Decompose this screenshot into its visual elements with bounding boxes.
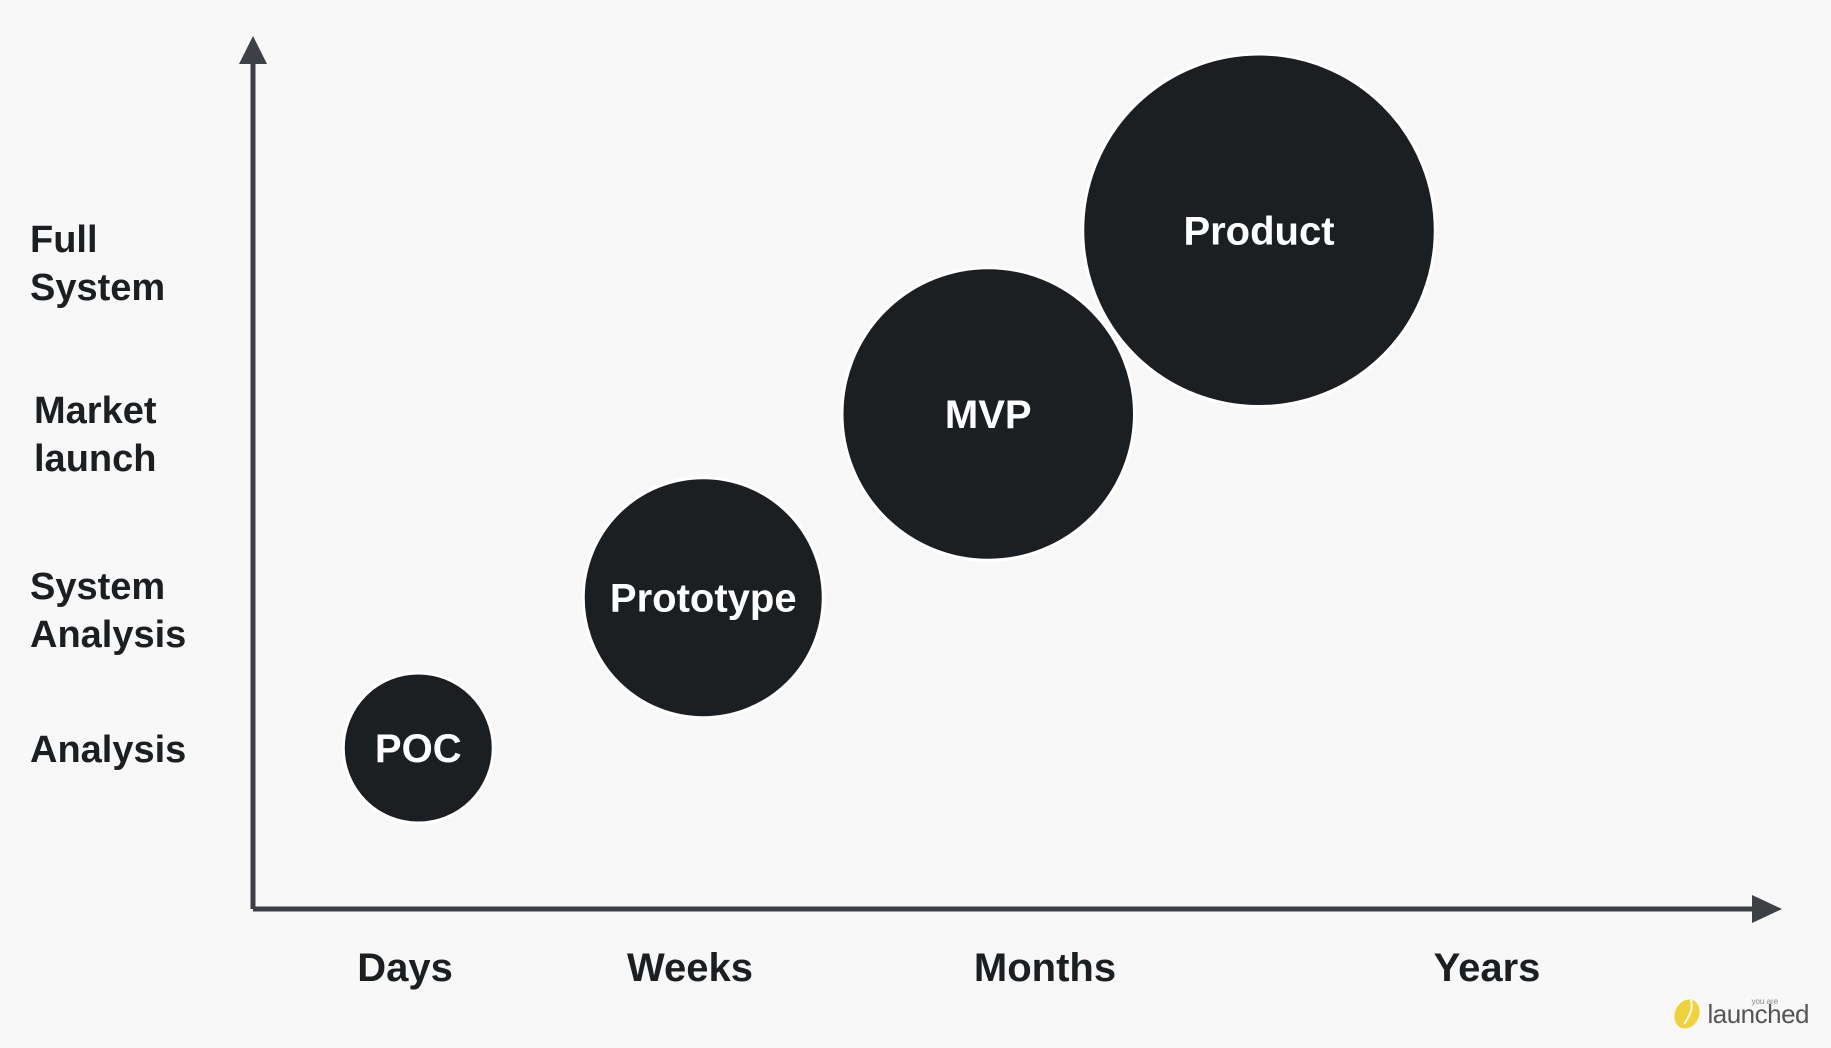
bubble-circle (341, 671, 495, 825)
chart-axes (239, 36, 1782, 923)
x-tick-label: Months (973, 946, 1117, 990)
bubble-circle (1081, 52, 1437, 409)
lemon-icon (1674, 999, 1701, 1029)
bubble-circle (840, 266, 1136, 562)
bubble-circle (581, 476, 825, 720)
x-tick-label: Years (1433, 946, 1541, 990)
bubble-product: Product (1081, 52, 1437, 409)
logo-wordmark: launched (1707, 999, 1809, 1029)
bubble-label: POC (375, 727, 462, 771)
y-tick-label: System Analysis (30, 566, 187, 656)
bubble-label: Prototype (610, 577, 797, 621)
y-axis-arrow-icon (239, 36, 267, 64)
bubble-label: Product (1183, 209, 1334, 253)
y-tick-label: Full System (30, 219, 166, 309)
x-axis-arrow-icon (1752, 895, 1782, 923)
chart-bubbles: POC Prototype MVP Product (341, 52, 1437, 825)
x-tick-label: Weeks (626, 946, 754, 990)
bubble-prototype: Prototype (581, 476, 825, 720)
y-tick-label: Market launch (34, 390, 157, 480)
launched-logo: you are launched (1671, 994, 1809, 1030)
bubble-label: MVP (945, 393, 1032, 437)
bubble-poc: POC (341, 671, 495, 825)
y-tick-label: Analysis (30, 729, 187, 771)
logo-tagline: you are (1751, 997, 1779, 1006)
bubble-mvp: MVP (840, 266, 1136, 562)
x-tick-label: Days (357, 946, 453, 990)
